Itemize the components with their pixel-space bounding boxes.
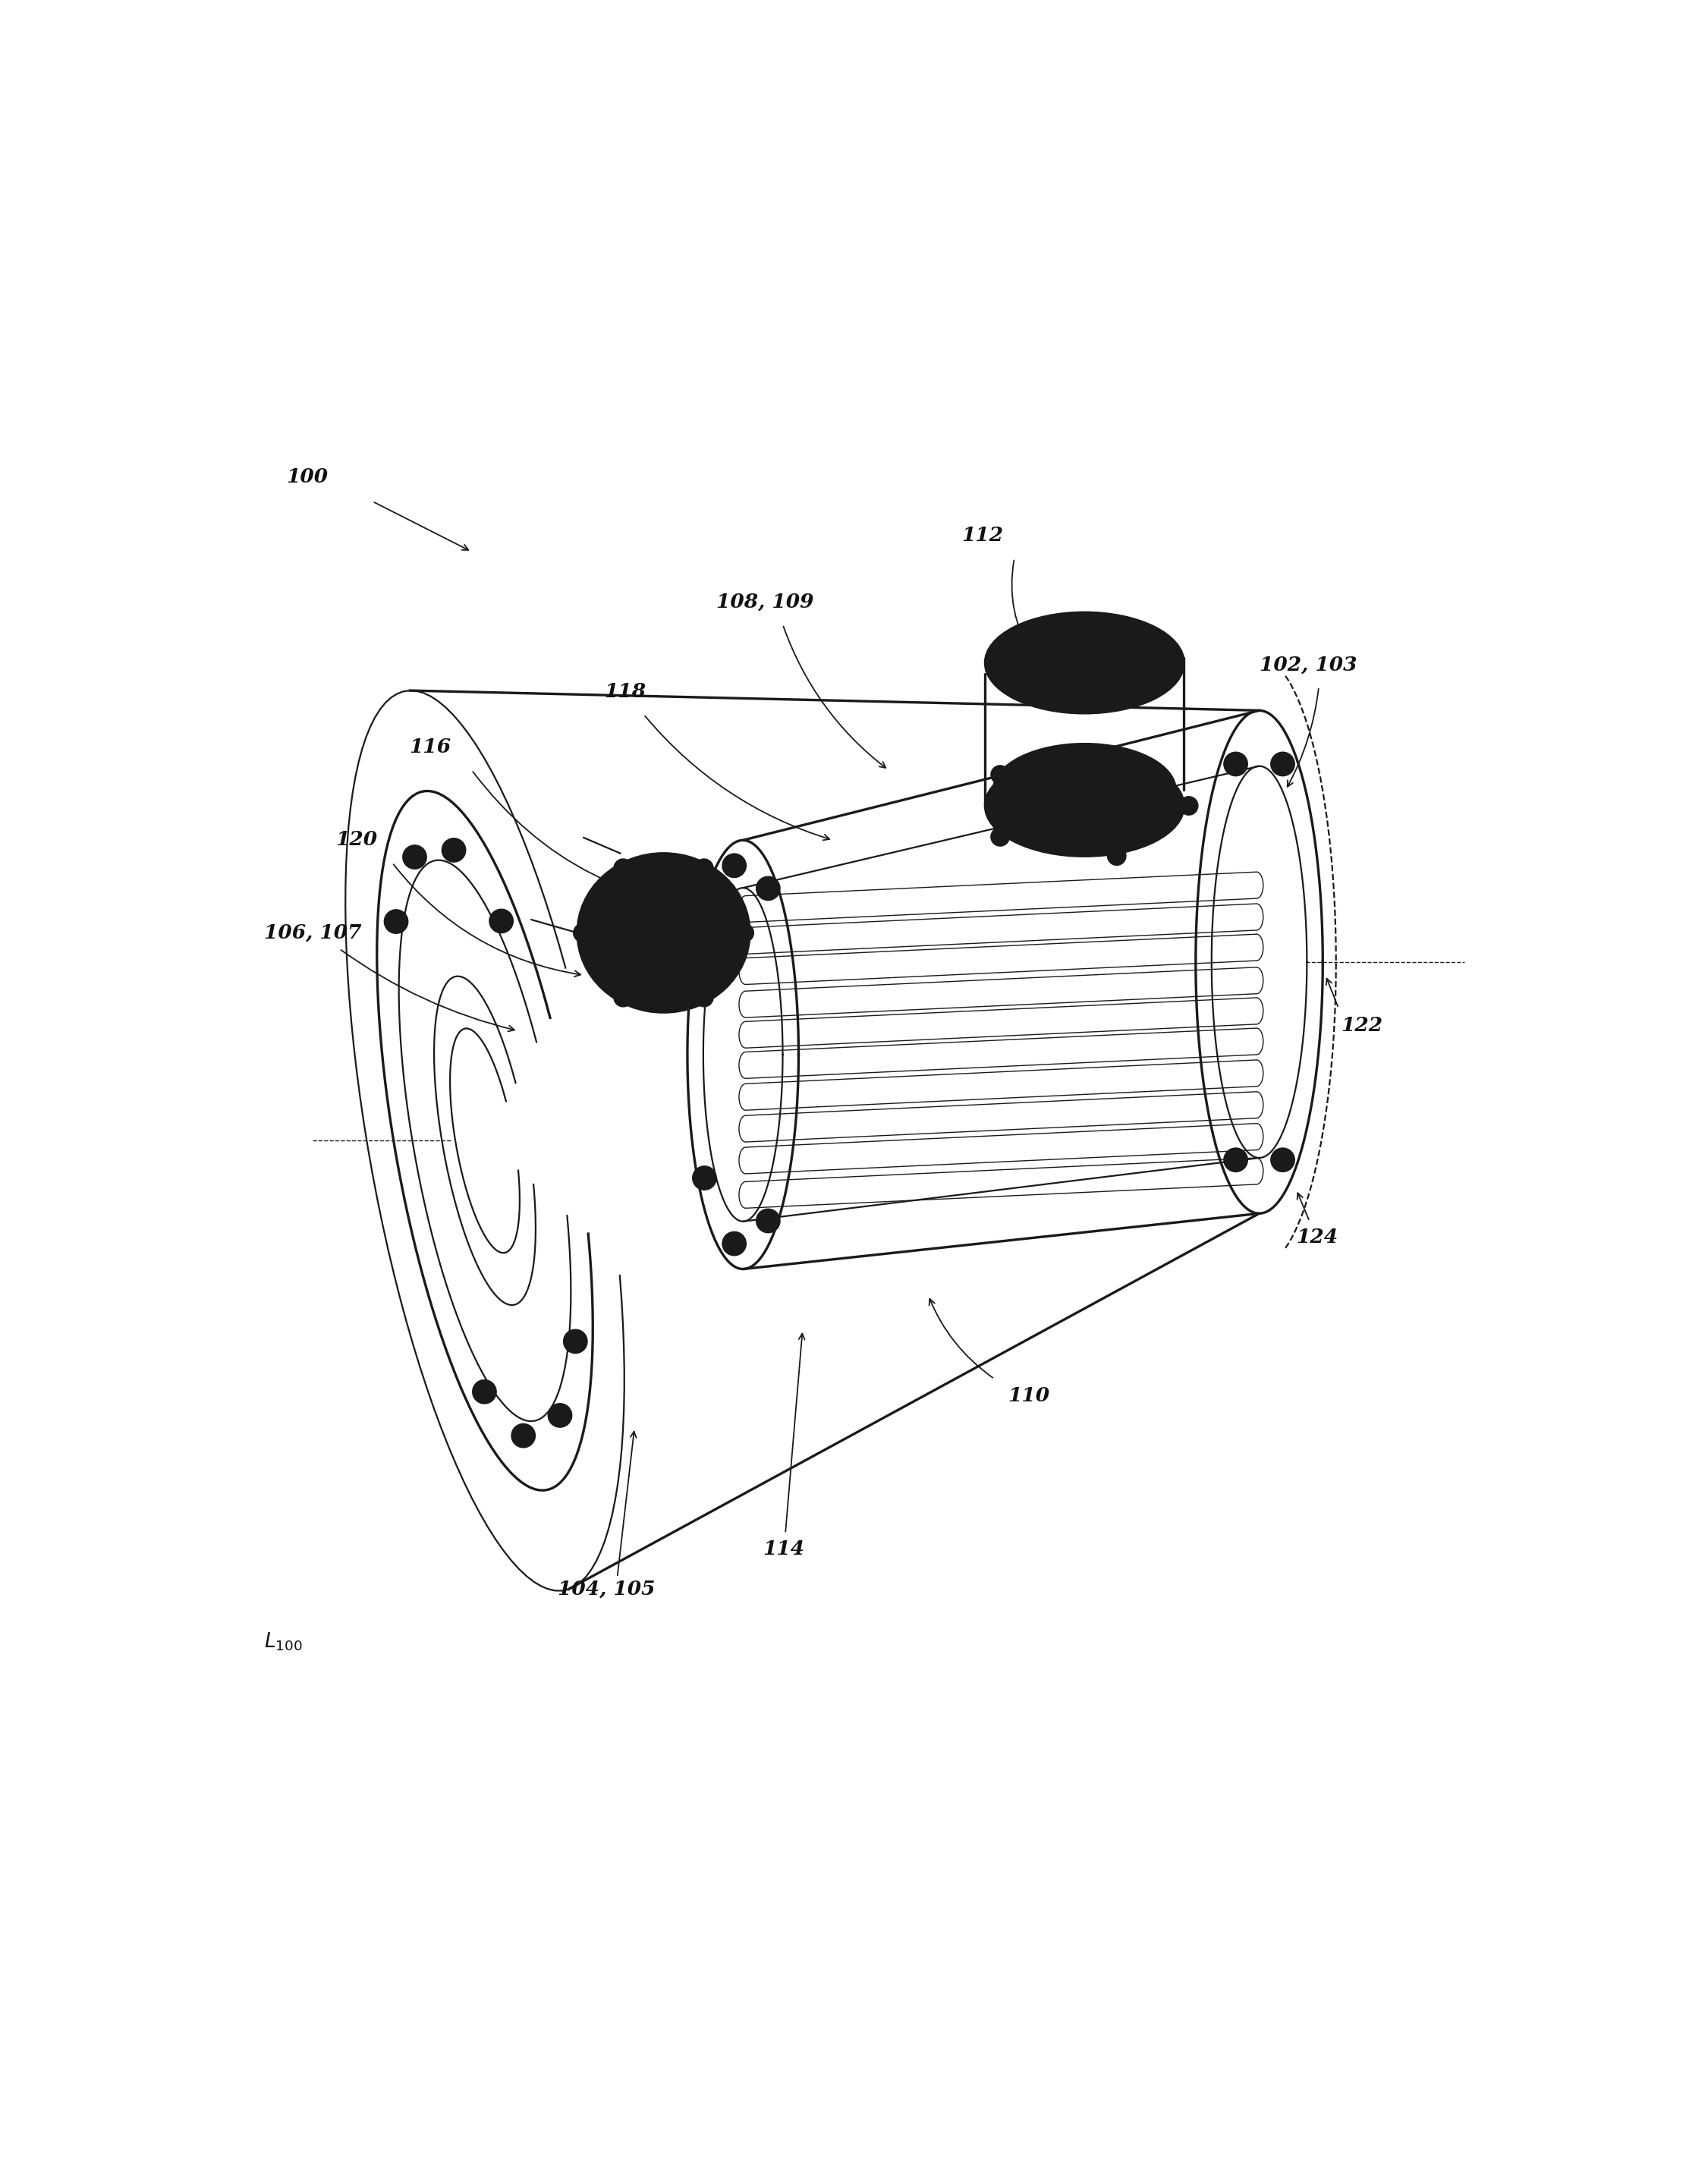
Text: 124: 124 — [1296, 1227, 1337, 1246]
Text: 108, 109: 108, 109 — [717, 592, 815, 611]
Ellipse shape — [695, 988, 714, 1008]
Ellipse shape — [1271, 1149, 1295, 1172]
Ellipse shape — [692, 919, 716, 943]
Ellipse shape — [692, 1166, 716, 1190]
Text: $L_{100}$: $L_{100}$ — [263, 1632, 302, 1653]
Ellipse shape — [734, 923, 753, 943]
Text: 114: 114 — [763, 1541, 804, 1558]
Ellipse shape — [442, 839, 466, 862]
Ellipse shape — [722, 854, 746, 878]
Ellipse shape — [577, 854, 750, 1012]
Text: 106, 107: 106, 107 — [263, 923, 362, 943]
Ellipse shape — [490, 910, 512, 934]
Ellipse shape — [613, 988, 632, 1008]
Ellipse shape — [574, 923, 593, 943]
Ellipse shape — [986, 756, 1184, 856]
Text: 100: 100 — [287, 468, 328, 488]
Ellipse shape — [757, 1209, 781, 1233]
Ellipse shape — [564, 1331, 588, 1354]
Ellipse shape — [1271, 752, 1295, 776]
Text: 110: 110 — [1008, 1387, 1049, 1404]
Ellipse shape — [591, 865, 736, 1001]
Ellipse shape — [613, 858, 632, 878]
Text: 112: 112 — [962, 527, 1003, 544]
Ellipse shape — [1107, 745, 1126, 765]
Ellipse shape — [1180, 797, 1197, 815]
Text: 120: 120 — [335, 830, 377, 849]
Ellipse shape — [757, 875, 781, 899]
Ellipse shape — [403, 845, 427, 869]
Ellipse shape — [618, 891, 709, 975]
Ellipse shape — [992, 743, 1175, 836]
Ellipse shape — [1015, 628, 1155, 698]
Text: 102, 103: 102, 103 — [1259, 657, 1356, 674]
Text: 122: 122 — [1341, 1016, 1383, 1034]
Ellipse shape — [991, 828, 1009, 845]
Ellipse shape — [1225, 1149, 1247, 1172]
Ellipse shape — [473, 1380, 497, 1404]
Ellipse shape — [986, 613, 1184, 713]
Ellipse shape — [511, 1424, 535, 1448]
Ellipse shape — [548, 1404, 572, 1428]
Text: 104, 105: 104, 105 — [557, 1580, 656, 1599]
Ellipse shape — [605, 880, 722, 986]
Ellipse shape — [722, 1231, 746, 1255]
Ellipse shape — [1107, 847, 1126, 865]
Ellipse shape — [1225, 752, 1247, 776]
Text: 118: 118 — [605, 683, 646, 702]
Ellipse shape — [991, 765, 1009, 784]
Ellipse shape — [695, 858, 714, 878]
Text: 116: 116 — [410, 737, 451, 756]
Ellipse shape — [384, 910, 408, 934]
Ellipse shape — [1001, 620, 1168, 706]
